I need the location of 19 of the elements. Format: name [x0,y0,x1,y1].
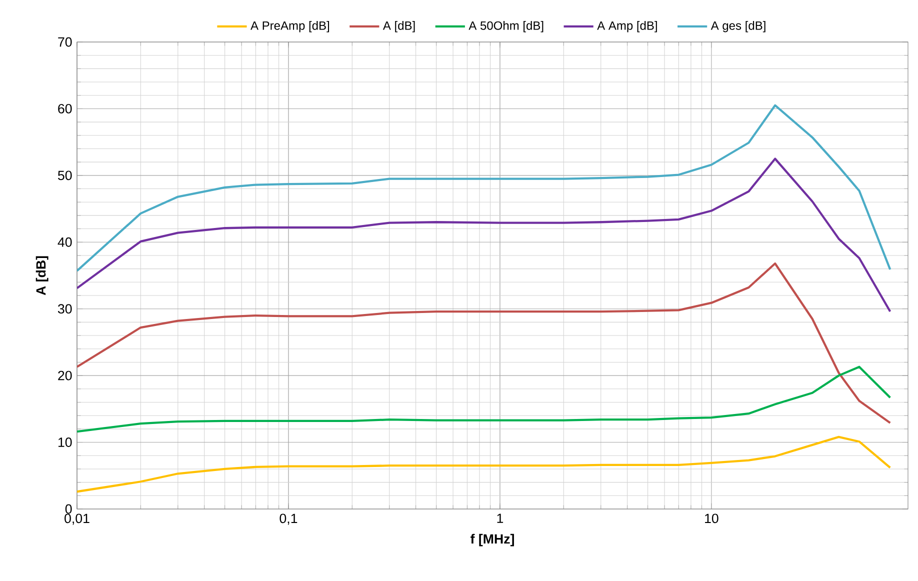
x-tick-label: 0,01 [64,514,90,525]
legend-label: A [dB] [382,21,415,32]
legend-label: A ges [dB] [710,21,766,32]
y-tick-label: 70 [58,37,72,47]
x-axis-title: f [MHz] [470,534,514,546]
y-axis-title: A [dB] [36,256,48,296]
y-tick-label: 20 [58,370,72,380]
y-tick-label: 0 [65,504,72,514]
y-tick-label: 40 [58,237,72,247]
x-tick-label: 0,1 [280,514,298,525]
y-tick-label: 30 [58,304,72,314]
y-tick-label: 10 [58,438,72,447]
x-tick-label: 10 [705,514,718,524]
y-tick-label: 60 [58,104,72,114]
y-tick-label: 50 [58,170,72,180]
legend-label: A PreAmp [dB] [250,21,330,32]
legend-label: A Amp [dB] [597,21,657,32]
x-tick-label: 1 [497,514,504,523]
legend-label: A 50Ohm [dB] [468,21,544,32]
